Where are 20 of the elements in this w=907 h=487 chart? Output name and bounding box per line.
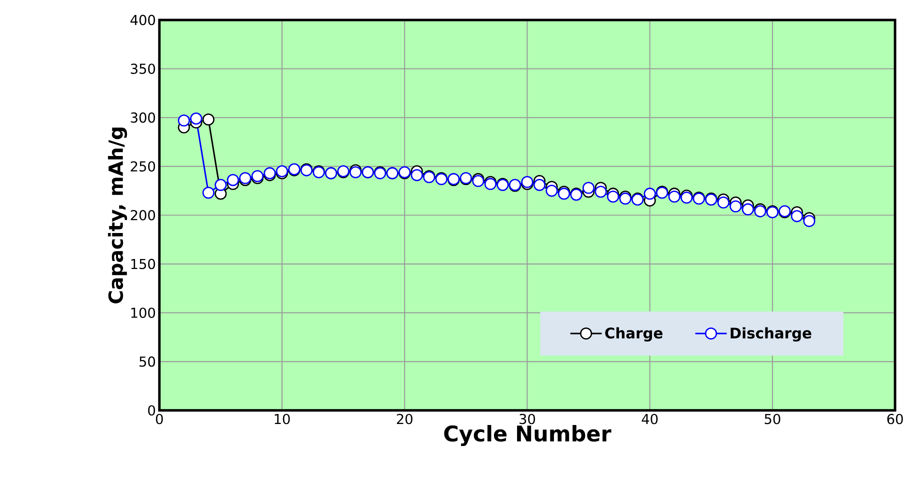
y-tick-label: 300 [130, 112, 156, 124]
y-tick-label: 150 [131, 259, 156, 270]
x-tick-label: 20 [396, 414, 412, 424]
y-tick-label: 350 [130, 64, 156, 74]
y-tick-label: 400 [130, 15, 156, 26]
x-tick-label: 50 [764, 414, 780, 424]
y-tick-label: 50 [140, 356, 156, 368]
x-tick-label: 10 [274, 414, 290, 424]
y-axis-title: Capacity, mAh/g [108, 128, 128, 304]
y-tick-label: 100 [131, 308, 156, 318]
x-tick-label: 30 [520, 414, 536, 424]
legend-label: Charge [605, 328, 662, 342]
y-tick-label: 200 [130, 210, 156, 221]
y-tick-label: 0 [148, 405, 156, 416]
x-tick-label: 60 [887, 414, 903, 424]
x-tick-label: 40 [642, 414, 658, 424]
x-tick-label: 0 [156, 414, 163, 424]
x-axis-title: Cycle Number [444, 425, 612, 446]
legend-label: Discharge [730, 328, 812, 342]
y-tick-label: 250 [130, 161, 156, 172]
